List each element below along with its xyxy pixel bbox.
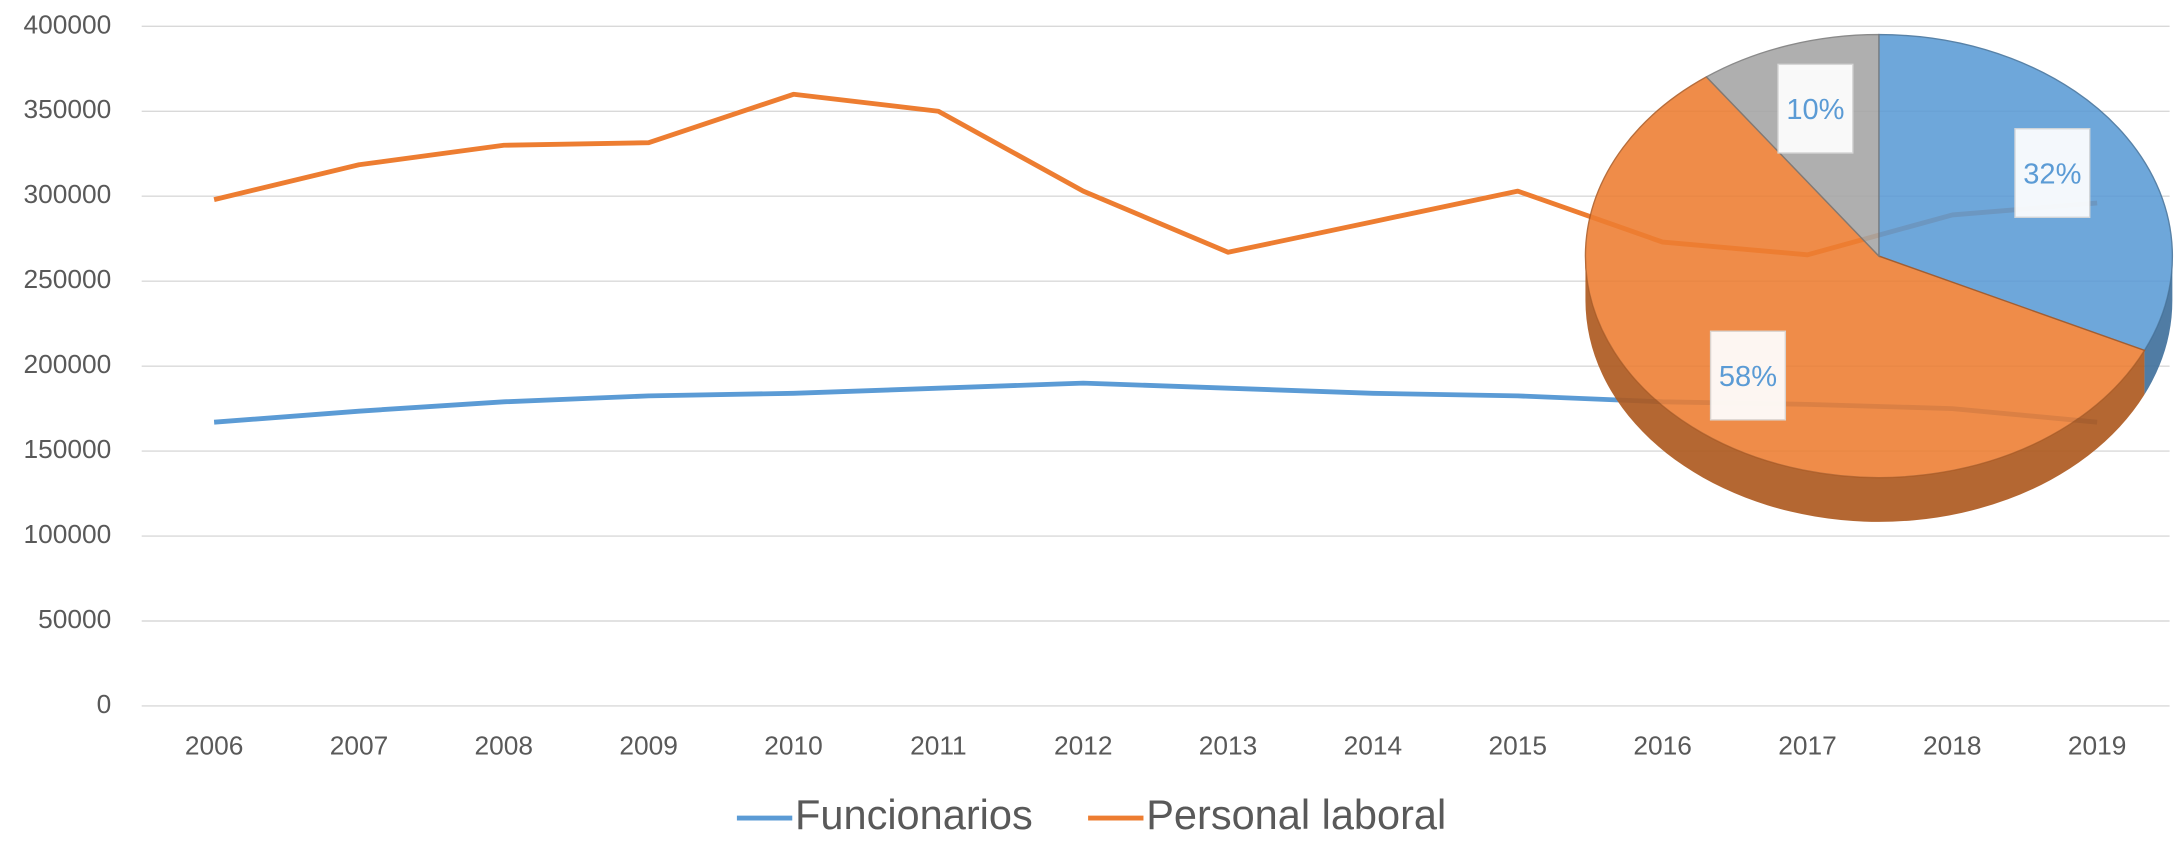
y-tick-label: 350000: [23, 94, 111, 124]
x-tick-label: 2010: [764, 730, 823, 760]
data-label: 10%: [1786, 94, 1844, 126]
label-box: [2014, 128, 2091, 218]
x-tick-label: 2006: [185, 730, 244, 760]
x-tick-label: 2016: [1633, 730, 1692, 760]
x-tick-label: 2018: [1923, 730, 1982, 760]
x-tick-label: 2014: [1344, 730, 1403, 760]
data-label: 58%: [1719, 361, 1777, 393]
x-tick-label: 2008: [475, 730, 534, 760]
x-tick-label: 2007: [330, 730, 389, 760]
x-tick-label: 2009: [619, 730, 678, 760]
x-tick-label: 2019: [2068, 730, 2127, 760]
x-tick-label: 2011: [910, 730, 967, 760]
y-tick-label: 100000: [23, 519, 111, 549]
legend-label: Funcionarios: [795, 791, 1033, 838]
pie-side: [1585, 256, 2145, 522]
x-tick-label: 2012: [1054, 730, 1113, 760]
data-label: 32%: [2023, 158, 2081, 190]
y-tick-label: 200000: [23, 349, 111, 379]
x-tick-label: 2017: [1778, 730, 1837, 760]
label-box: [1709, 330, 1787, 421]
y-tick-label: 400000: [23, 9, 111, 39]
legend-label: Personal laboral: [1146, 791, 1446, 838]
x-tick-label: 2013: [1199, 730, 1258, 760]
y-tick-label: 50000: [38, 604, 111, 634]
y-tick-label: 0: [97, 689, 112, 719]
label-box: [1777, 63, 1854, 154]
y-tick-label: 250000: [23, 264, 111, 294]
y-tick-label: 300000: [23, 179, 111, 209]
y-tick-label: 150000: [23, 434, 111, 464]
x-tick-label: 2015: [1489, 730, 1548, 760]
